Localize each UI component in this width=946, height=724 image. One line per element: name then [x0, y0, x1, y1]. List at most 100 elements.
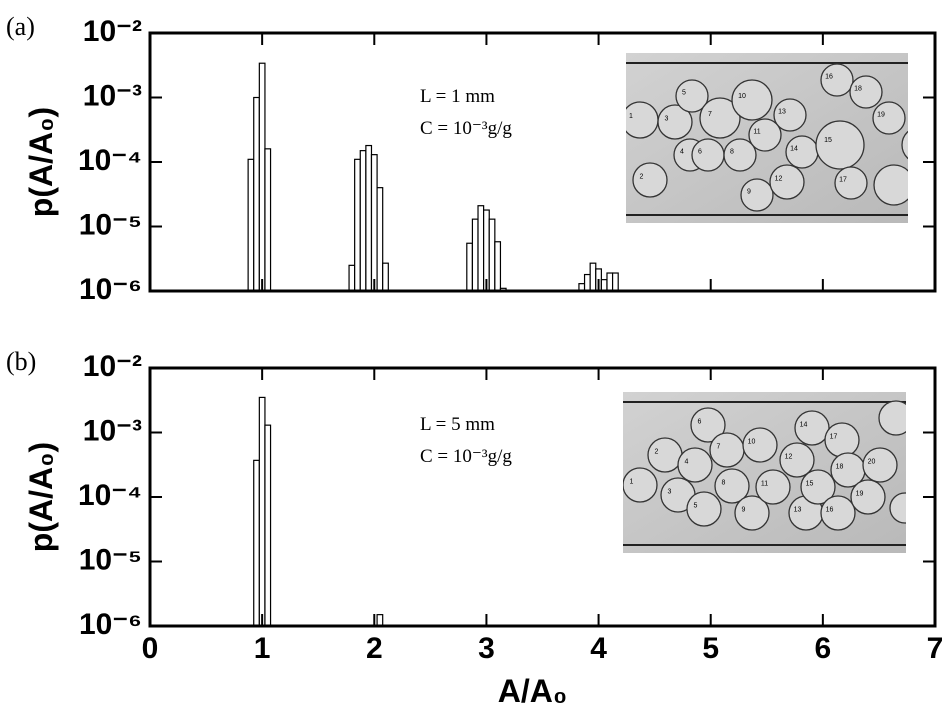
- bar: [376, 187, 384, 292]
- bar: [611, 272, 619, 292]
- bubble: [740, 178, 774, 212]
- bubble-label: 4: [680, 149, 684, 156]
- bubble-label: 10: [748, 438, 756, 445]
- bubble-label: 16: [826, 506, 834, 513]
- bar: [264, 424, 272, 627]
- bubble: [820, 495, 856, 531]
- bubble-label: 6: [698, 149, 702, 156]
- bubble: [657, 104, 693, 140]
- x-tick-label: 4: [590, 632, 607, 665]
- bubble: [850, 479, 886, 515]
- bubble: [714, 468, 750, 504]
- bar: [370, 154, 378, 292]
- bubble-label: 5: [694, 502, 698, 509]
- bubble-label: 4: [685, 458, 689, 465]
- bubble: [773, 98, 807, 132]
- annotation: C = 10⁻³g/g: [420, 118, 512, 139]
- bubble: [691, 138, 725, 172]
- panel-label: (b): [6, 347, 36, 376]
- bar: [376, 614, 384, 627]
- bar: [494, 241, 502, 292]
- bubble-label: 12: [785, 453, 793, 460]
- annotation: L = 1 mm: [420, 86, 495, 107]
- x-tick-label: 0: [142, 632, 159, 665]
- bar: [253, 459, 260, 627]
- x-tick-label: 7: [927, 632, 944, 665]
- bubble: [815, 120, 865, 170]
- bubble-label: 7: [717, 443, 721, 450]
- panel-label: (a): [6, 12, 35, 41]
- bubble-label: 14: [790, 146, 798, 153]
- y-tick-label: 10⁻²: [83, 15, 142, 48]
- bubble: [731, 79, 773, 121]
- y-tick-label: 10⁻⁴: [78, 479, 142, 512]
- x-tick-label: 6: [815, 632, 832, 665]
- bar: [589, 262, 597, 292]
- annotation: L = 5 mm: [420, 414, 495, 435]
- bubble-label: 7: [708, 111, 712, 118]
- bubble: [862, 447, 898, 483]
- bubble: [748, 118, 782, 152]
- bubble-label: 9: [747, 189, 751, 196]
- bar: [600, 279, 608, 292]
- y-tick-label: 10⁻⁶: [79, 608, 142, 641]
- bubble: [872, 101, 906, 135]
- bubble-label: 19: [877, 112, 885, 119]
- bubble-label: 3: [665, 115, 669, 122]
- bubble-label: 6: [698, 418, 702, 425]
- y-tick-label: 10⁻³: [83, 414, 142, 447]
- bubble-label: 2: [655, 448, 659, 455]
- bar: [466, 242, 474, 292]
- bubble: [742, 427, 778, 463]
- bar: [258, 396, 266, 627]
- bubble-label: 9: [742, 506, 746, 513]
- bar: [471, 218, 479, 292]
- bar: [477, 205, 485, 292]
- bubble-label: 13: [794, 506, 802, 513]
- bubble-label: 5: [682, 90, 686, 97]
- bubble: [709, 432, 745, 468]
- bubble-label: 17: [830, 433, 838, 440]
- bubble: [794, 410, 830, 446]
- bubble: [623, 467, 658, 503]
- bubble: [723, 138, 757, 172]
- bubble: [734, 495, 770, 531]
- bar: [365, 144, 373, 292]
- bubble: [677, 447, 713, 483]
- bubble-label: 20: [868, 458, 876, 465]
- bubble: [690, 407, 726, 443]
- bubble: [779, 442, 815, 478]
- bubble-label: 11: [761, 480, 768, 487]
- bubble-label: 18: [854, 86, 862, 93]
- bar: [483, 209, 490, 292]
- bubble-label: 10: [738, 93, 746, 100]
- bubble-label: 15: [806, 480, 814, 487]
- bar: [348, 264, 356, 292]
- y-tick-label: 10⁻⁶: [79, 273, 142, 306]
- y-axis-label: p(A/A₀): [23, 442, 59, 552]
- y-tick-label: 10⁻³: [83, 79, 142, 112]
- bubble-label: 14: [800, 421, 808, 428]
- bar: [488, 218, 496, 292]
- y-tick-label: 10⁻²: [83, 350, 142, 383]
- bubble: [878, 400, 906, 436]
- bubble-label: 1: [630, 478, 634, 485]
- bubble-label: 8: [730, 149, 734, 156]
- bubble: [820, 63, 854, 97]
- x-tick-label: 3: [478, 632, 495, 665]
- bubble-label: 12: [775, 175, 783, 182]
- bubble-label: 18: [836, 463, 844, 470]
- annotation: C = 10⁻³g/g: [420, 446, 512, 467]
- bubble-label: 8: [722, 479, 726, 486]
- bubble: [626, 101, 659, 139]
- bubble-label: 15: [824, 137, 832, 144]
- bubble: [699, 97, 741, 139]
- bubble: [632, 162, 668, 198]
- bubble: [800, 469, 836, 505]
- y-tick-label: 10⁻⁴: [78, 144, 142, 177]
